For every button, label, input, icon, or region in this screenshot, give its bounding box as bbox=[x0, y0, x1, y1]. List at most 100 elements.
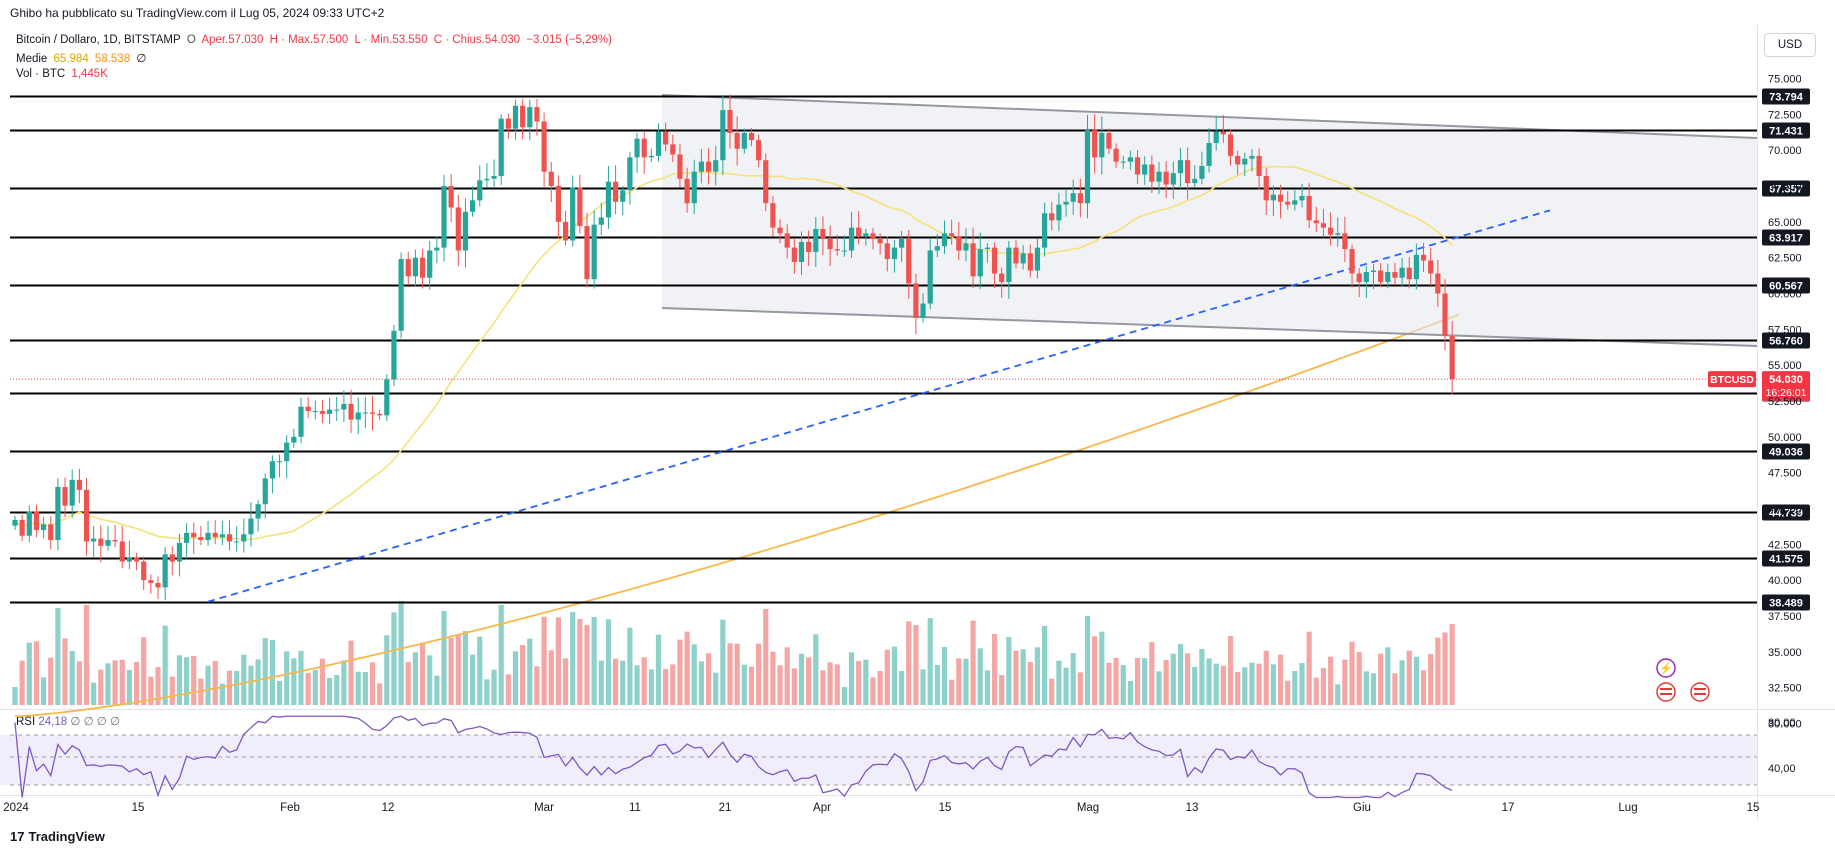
candle-body bbox=[12, 519, 18, 526]
candle-body bbox=[348, 403, 354, 420]
open-value: Aper.57.030 bbox=[201, 34, 264, 46]
time-tick-label: 12 bbox=[382, 802, 395, 814]
volume-bar bbox=[1342, 659, 1348, 705]
candle-body bbox=[527, 107, 533, 128]
volume-bar bbox=[162, 625, 168, 705]
volume-bar bbox=[806, 657, 812, 705]
volume-bar bbox=[777, 665, 783, 705]
candle-body bbox=[1156, 171, 1162, 182]
candle-body bbox=[548, 171, 554, 186]
volume-legend[interactable]: Vol · BTC 1,445K bbox=[16, 68, 111, 80]
symbol-legend[interactable]: Bitcoin / Dollaro, 1D, BITSTAMP O Aper.5… bbox=[16, 34, 615, 46]
candle-body bbox=[648, 155, 654, 158]
level-label: 63.917 bbox=[1769, 233, 1803, 245]
volume-bar bbox=[555, 617, 561, 705]
volume-bar bbox=[677, 639, 683, 705]
volume-bar bbox=[1413, 656, 1419, 705]
volume-bar bbox=[334, 675, 340, 705]
volume-bar bbox=[505, 674, 511, 705]
candle-body bbox=[1199, 165, 1205, 179]
price-tick-label: 60.000 bbox=[1768, 289, 1802, 301]
candle-body bbox=[577, 187, 583, 227]
candle-body bbox=[512, 105, 519, 129]
volume-bar bbox=[991, 634, 998, 705]
candle-body bbox=[1292, 200, 1298, 205]
volume-bar bbox=[1242, 667, 1248, 705]
candle-body bbox=[1120, 161, 1126, 163]
volume-bar bbox=[1406, 650, 1412, 705]
candle-body bbox=[1142, 164, 1148, 175]
rsi-label: RSI bbox=[16, 716, 36, 728]
candle-body bbox=[684, 178, 690, 204]
us-flag-event-icon bbox=[1690, 682, 1710, 702]
candle-body bbox=[1399, 267, 1405, 278]
time-tick-label: Apr bbox=[813, 802, 831, 814]
candle-body bbox=[1013, 247, 1019, 264]
candle-body bbox=[69, 479, 75, 506]
candle-body bbox=[484, 178, 490, 181]
candle-body bbox=[1328, 227, 1334, 235]
rsi-value: 24,18 bbox=[38, 716, 68, 728]
volume-bar bbox=[791, 668, 797, 705]
candle-body bbox=[105, 540, 111, 546]
volume-bar bbox=[1092, 636, 1098, 705]
volume-bar bbox=[1420, 670, 1427, 705]
volume-bar bbox=[1163, 660, 1169, 705]
axis-layer: 75.000 72.500 70.000 67.500 65.000 62.500 60.0… bbox=[3, 74, 1801, 815]
candle-body bbox=[1320, 223, 1327, 228]
candle-body bbox=[434, 247, 440, 251]
price-tick-label: 57.500 bbox=[1768, 324, 1802, 336]
volume-bar bbox=[312, 670, 318, 705]
candle-body bbox=[327, 409, 333, 414]
volume-bar bbox=[891, 646, 898, 705]
volume-bar bbox=[1370, 673, 1377, 705]
candle-body bbox=[291, 436, 297, 443]
volume-bar bbox=[1220, 665, 1226, 705]
candle-body bbox=[462, 211, 469, 251]
volume-bar bbox=[76, 661, 82, 705]
candle-body bbox=[798, 241, 805, 262]
candle-body bbox=[441, 186, 447, 248]
ma-legend[interactable]: Medie 65.984 58.538 ∅ bbox=[16, 51, 149, 65]
candle-body bbox=[398, 259, 404, 331]
volume-bar bbox=[941, 647, 948, 705]
candle-body bbox=[984, 247, 990, 250]
volume-bar bbox=[934, 665, 940, 705]
candle-body bbox=[498, 118, 504, 176]
rsi-legend[interactable]: RSI 24,18 ∅ ∅ ∅ ∅ bbox=[16, 714, 120, 728]
candle-body bbox=[977, 249, 983, 277]
candle-body bbox=[991, 247, 998, 274]
candle-body bbox=[1227, 134, 1234, 156]
candle-body bbox=[126, 557, 132, 562]
price-tick-label: 52.500 bbox=[1768, 396, 1802, 408]
volume-bar bbox=[441, 611, 447, 705]
volume-bar bbox=[234, 671, 240, 705]
candle-body bbox=[663, 131, 669, 145]
volume-bar bbox=[691, 644, 697, 705]
volume-label: Vol · BTC bbox=[16, 68, 66, 80]
candle-body bbox=[941, 233, 948, 247]
candle-body bbox=[133, 557, 140, 562]
high-value: H · Max.57.500 bbox=[269, 34, 349, 46]
candle-body bbox=[241, 534, 247, 542]
volume-bar bbox=[305, 673, 311, 705]
time-tick-label: Mar bbox=[534, 802, 554, 814]
candle-body bbox=[1413, 254, 1419, 280]
volume-bar bbox=[770, 651, 776, 705]
candle-body bbox=[1020, 253, 1026, 264]
candle-body bbox=[198, 537, 204, 541]
candle-body bbox=[1113, 148, 1119, 162]
currency-button[interactable]: USD bbox=[1764, 33, 1816, 57]
volume-bar bbox=[734, 643, 740, 705]
candle-body bbox=[655, 131, 662, 156]
volume-bar bbox=[520, 645, 526, 705]
flag-stripe bbox=[1660, 688, 1672, 690]
level-label-bg bbox=[1762, 504, 1810, 521]
volume-bar bbox=[1363, 671, 1369, 705]
volume-bar bbox=[1292, 671, 1298, 705]
tradingview-logo[interactable]: 17 TradingView bbox=[10, 829, 105, 844]
volume-bar bbox=[977, 648, 983, 705]
level-label: 67.357 bbox=[1769, 184, 1803, 196]
candle-body bbox=[33, 511, 40, 530]
